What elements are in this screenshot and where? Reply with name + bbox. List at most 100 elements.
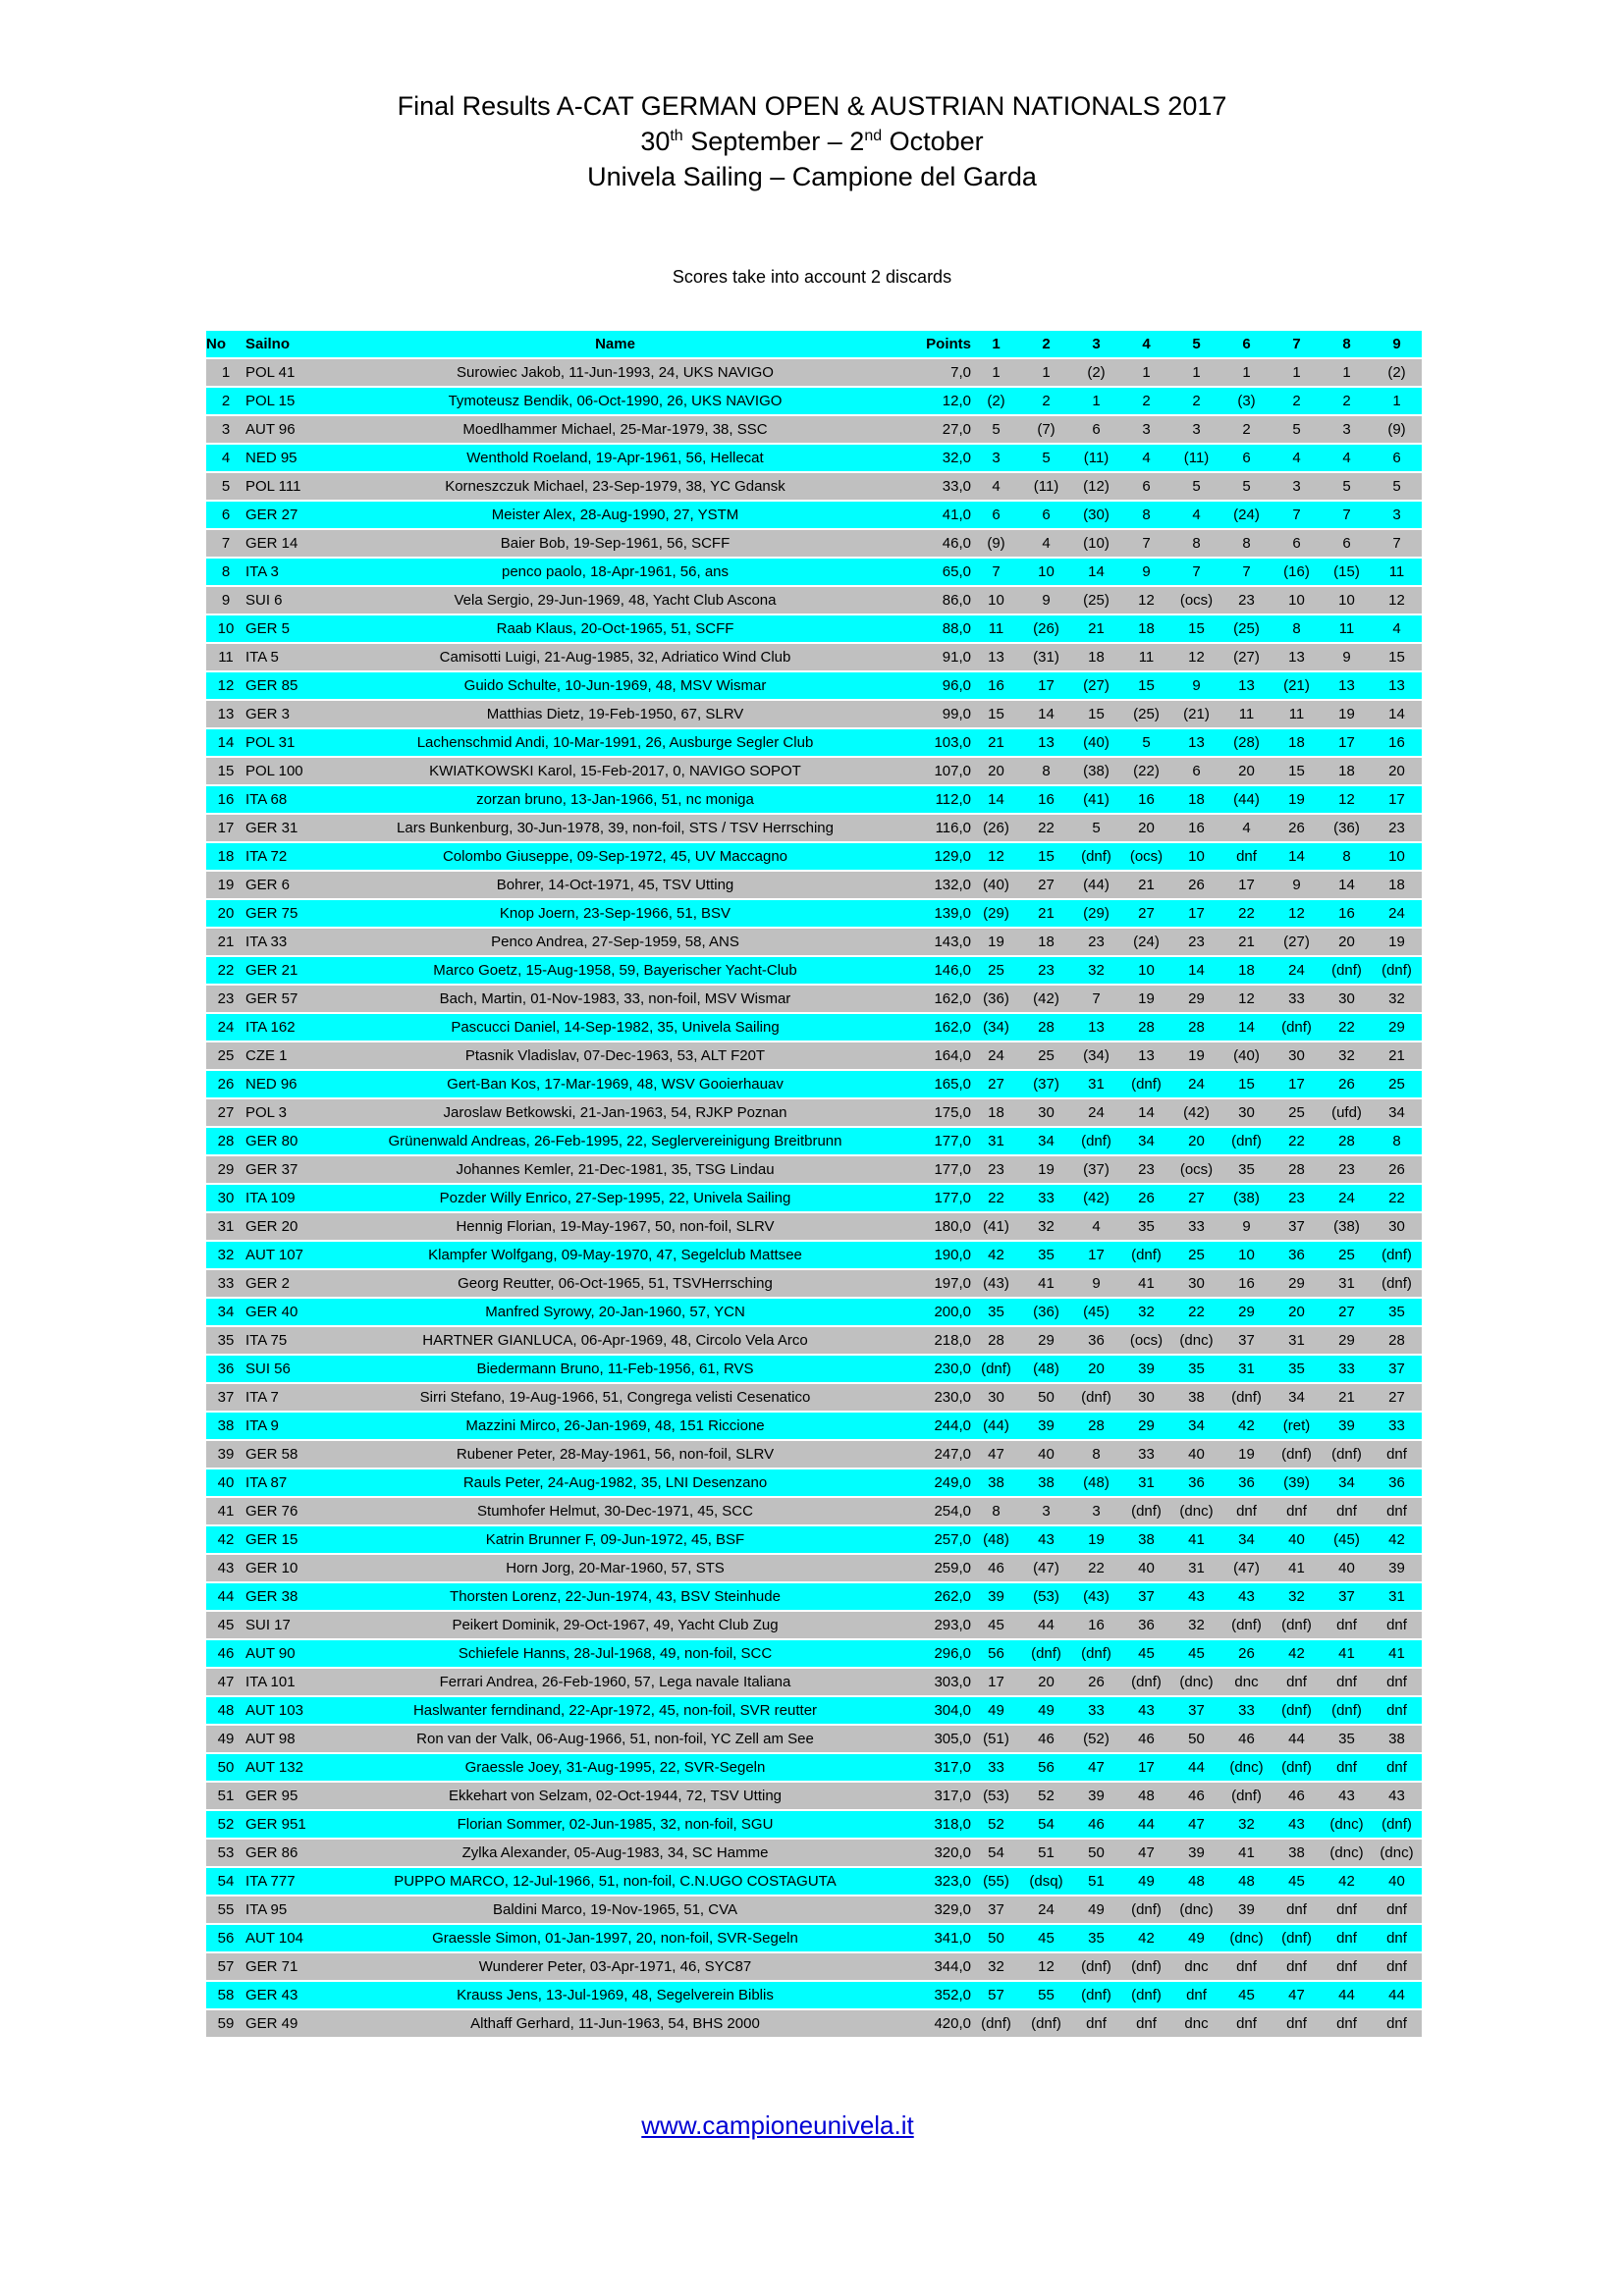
cell-rank: 30: [206, 1184, 245, 1213]
cell-race-6: 17: [1221, 871, 1272, 900]
table-row: 39 GER 58 Rubener Peter, 28-May-1961, 56…: [206, 1440, 1422, 1469]
cell-sailno: NED 95: [245, 444, 336, 473]
cell-sailno: POL 3: [245, 1098, 336, 1128]
cell-points: 230,0: [894, 1383, 971, 1413]
cell-race-6: (27): [1221, 643, 1272, 672]
cell-race-6: 32: [1221, 1810, 1272, 1840]
cell-race-1: 47: [971, 1440, 1021, 1469]
cell-points: 249,0: [894, 1468, 971, 1498]
cell-race-1: (36): [971, 985, 1021, 1014]
cell-race-9: 26: [1372, 1155, 1422, 1185]
cell-race-4: (ocs): [1121, 1326, 1171, 1356]
cell-race-7: 44: [1272, 1725, 1322, 1754]
cell-race-9: 36: [1372, 1468, 1422, 1498]
cell-race-7: 15: [1272, 757, 1322, 786]
table-row: 15 POL 100 KWIATKOWSKI Karol, 15-Feb-201…: [206, 757, 1422, 786]
table-row: 29 GER 37 Johannes Kemler, 21-Dec-1981, …: [206, 1155, 1422, 1185]
cell-sailno: GER 85: [245, 671, 336, 701]
cell-race-4: (24): [1121, 928, 1171, 957]
cell-race-2: 27: [1021, 871, 1071, 900]
cell-sailno: ITA 101: [245, 1668, 336, 1697]
cell-race-5: 36: [1171, 1468, 1221, 1498]
table-row: 9 SUI 6 Vela Sergio, 29-Jun-1969, 48, Ya…: [206, 586, 1422, 615]
col-header-race-1: 1: [971, 331, 1021, 359]
cell-rank: 14: [206, 728, 245, 758]
cell-race-3: 18: [1071, 643, 1121, 672]
cell-name: Matthias Dietz, 19-Feb-1950, 67, SLRV: [336, 700, 894, 729]
cell-race-6: 35: [1221, 1155, 1272, 1185]
cell-race-4: (dnf): [1121, 1070, 1171, 1099]
cell-race-4: 5: [1121, 728, 1171, 758]
cell-rank: 26: [206, 1070, 245, 1099]
cell-name: Graessle Simon, 01-Jan-1997, 20, non-foi…: [336, 1924, 894, 1953]
website-link[interactable]: www.campioneunivela.it: [641, 2110, 914, 2140]
cell-rank: 19: [206, 871, 245, 900]
cell-race-7: dnf: [1272, 1896, 1322, 1925]
cell-race-1: 49: [971, 1696, 1021, 1726]
cell-race-3: (dnf): [1071, 1981, 1121, 2010]
results-table: No Sailno Name Points 1 2 3 4 5 6 7 8 9 …: [206, 331, 1422, 2039]
cell-race-6: 8: [1221, 529, 1272, 559]
cell-race-5: 15: [1171, 614, 1221, 644]
cell-race-3: 21: [1071, 614, 1121, 644]
cell-sailno: GER 80: [245, 1127, 336, 1156]
cell-race-3: (dnf): [1071, 842, 1121, 872]
cell-race-6: 20: [1221, 757, 1272, 786]
col-header-race-4: 4: [1121, 331, 1171, 359]
cell-race-5: dnc: [1171, 1952, 1221, 1982]
cell-race-1: 27: [971, 1070, 1021, 1099]
cell-race-5: (42): [1171, 1098, 1221, 1128]
cell-race-4: 9: [1121, 558, 1171, 587]
cell-sailno: GER 40: [245, 1298, 336, 1327]
cell-race-5: 23: [1171, 928, 1221, 957]
cell-race-2: 41: [1021, 1269, 1071, 1299]
cell-points: 139,0: [894, 899, 971, 929]
cell-race-3: (dnf): [1071, 1383, 1121, 1413]
cell-race-7: 6: [1272, 529, 1322, 559]
cell-rank: 3: [206, 415, 245, 445]
page-title: Final Results A-CAT GERMAN OPEN & AUSTRI…: [397, 91, 1227, 121]
cell-race-8: (dnf): [1322, 1696, 1372, 1726]
cell-sailno: ITA 9: [245, 1412, 336, 1441]
table-row: 25 CZE 1 Ptasnik Vladislav, 07-Dec-1963,…: [206, 1041, 1422, 1071]
cell-name: Hennig Florian, 19-May-1967, 50, non-foi…: [336, 1212, 894, 1242]
cell-race-2: (42): [1021, 985, 1071, 1014]
cell-race-9: 17: [1372, 785, 1422, 815]
table-row: 35 ITA 75 HARTNER GIANLUCA, 06-Apr-1969,…: [206, 1326, 1422, 1356]
cell-race-7: 33: [1272, 985, 1322, 1014]
cell-race-4: 37: [1121, 1582, 1171, 1612]
cell-race-4: 16: [1121, 785, 1171, 815]
table-row: 56 AUT 104 Graessle Simon, 01-Jan-1997, …: [206, 1924, 1422, 1953]
ordinal-suffix: th: [670, 128, 683, 144]
cell-points: 41,0: [894, 501, 971, 530]
cell-points: 247,0: [894, 1440, 971, 1469]
cell-sailno: SUI 6: [245, 586, 336, 615]
cell-race-9: dnf: [1372, 1924, 1422, 1953]
cell-race-5: 20: [1171, 1127, 1221, 1156]
cell-race-9: 41: [1372, 1639, 1422, 1669]
cell-race-3: (dnf): [1071, 1952, 1121, 1982]
cell-race-1: 39: [971, 1582, 1021, 1612]
cell-race-6: (dnc): [1221, 1924, 1272, 1953]
cell-race-3: (43): [1071, 1582, 1121, 1612]
cell-race-1: 1: [971, 358, 1021, 388]
cell-race-8: 27: [1322, 1298, 1372, 1327]
cell-race-2: 54: [1021, 1810, 1071, 1840]
cell-race-3: 22: [1071, 1554, 1121, 1583]
cell-race-1: 6: [971, 501, 1021, 530]
cell-name: Katrin Brunner F, 09-Jun-1972, 45, BSF: [336, 1525, 894, 1555]
cell-race-4: 1: [1121, 358, 1171, 388]
cell-rank: 9: [206, 586, 245, 615]
cell-race-6: 19: [1221, 1440, 1272, 1469]
cell-race-5: (dnc): [1171, 1896, 1221, 1925]
cell-race-9: 23: [1372, 814, 1422, 843]
cell-name: HARTNER GIANLUCA, 06-Apr-1969, 48, Circo…: [336, 1326, 894, 1356]
cell-race-1: 7: [971, 558, 1021, 587]
cell-race-3: (52): [1071, 1725, 1121, 1754]
cell-race-1: 12: [971, 842, 1021, 872]
table-row: 42 GER 15 Katrin Brunner F, 09-Jun-1972,…: [206, 1525, 1422, 1555]
cell-race-4: 19: [1121, 985, 1171, 1014]
cell-race-9: 44: [1372, 1981, 1422, 2010]
table-row: 2 POL 15 Tymoteusz Bendik, 06-Oct-1990, …: [206, 387, 1422, 416]
cell-name: KWIATKOWSKI Karol, 15-Feb-2017, 0, NAVIG…: [336, 757, 894, 786]
